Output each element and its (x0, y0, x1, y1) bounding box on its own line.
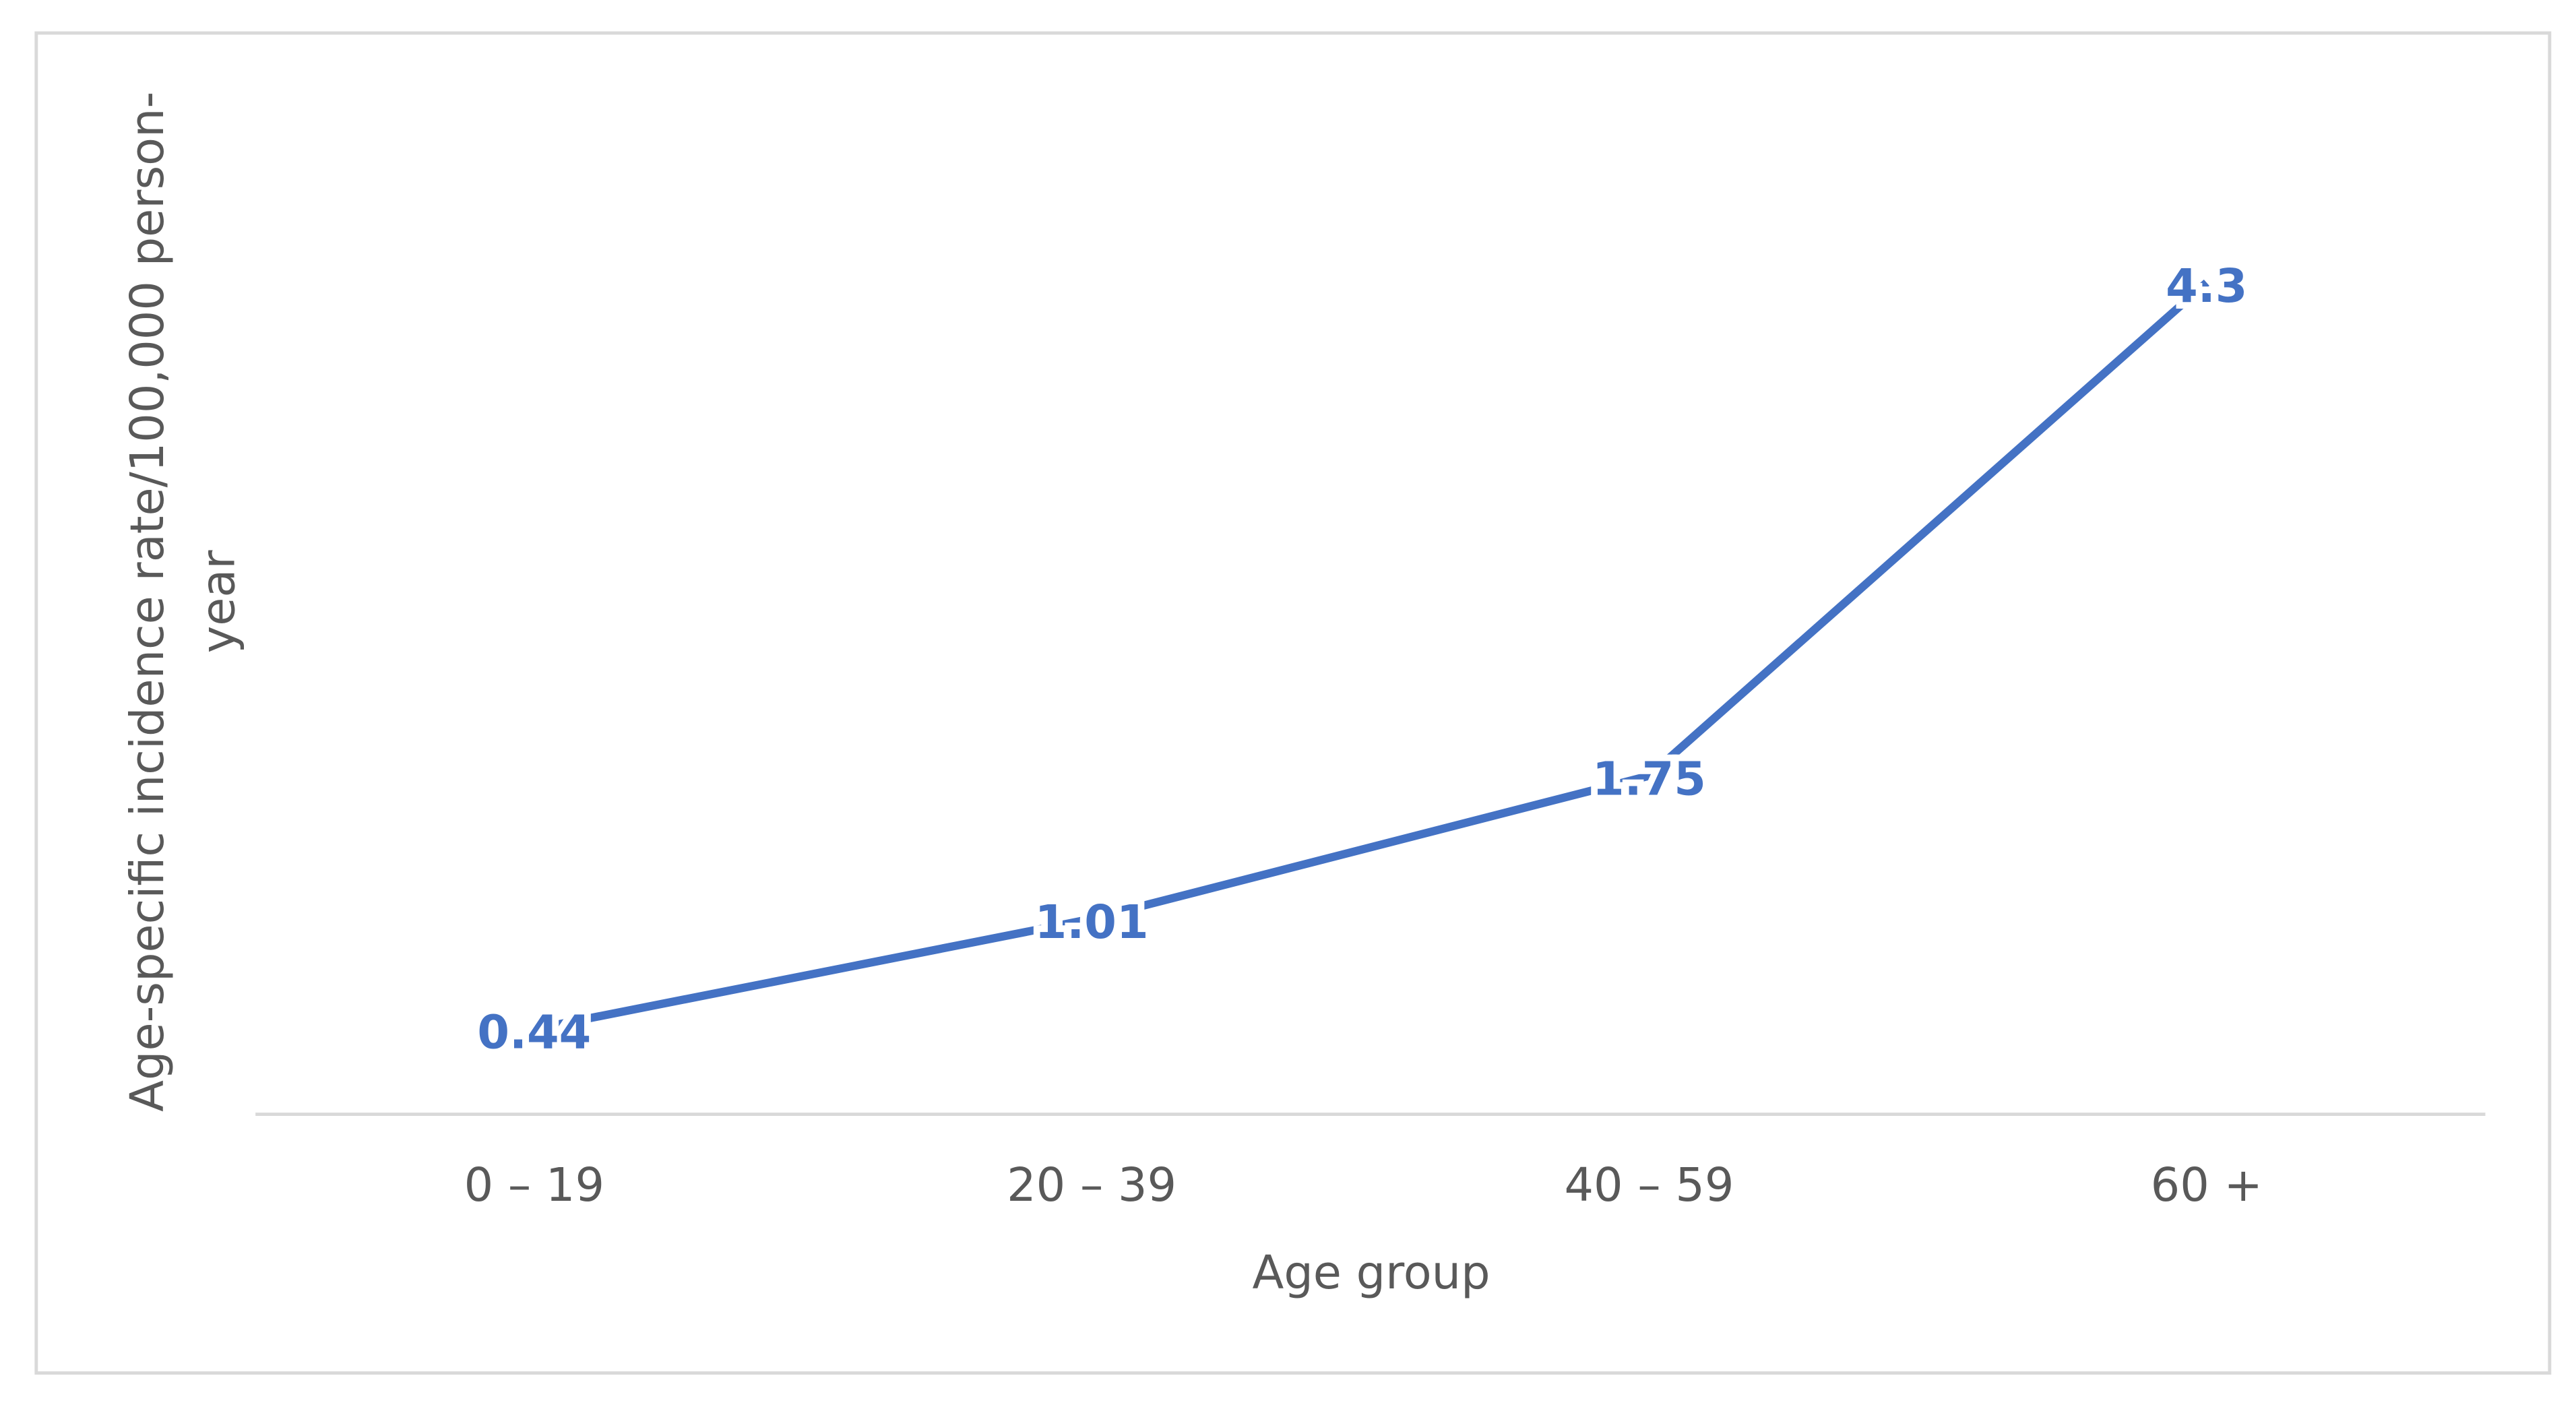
data-label: 0.44 (477, 1006, 591, 1060)
x-tick-label: 40 – 59 (1564, 1158, 1734, 1212)
x-tick-label: 60 + (2151, 1158, 2263, 1212)
data-label: 1.01 (1035, 896, 1149, 949)
x-tick-label: 20 – 39 (1007, 1158, 1176, 1212)
x-axis-title: Age group (1252, 1246, 1490, 1300)
y-axis-title-box: Age-specific incidence rate/100,000 pers… (120, 91, 246, 1112)
data-label: 4.3 (2166, 259, 2247, 313)
line (533, 279, 2209, 1034)
data-label: 1.75 (1592, 753, 1706, 807)
y-axis-title: Age-specific incidence rate/100,000 pers… (120, 91, 246, 1112)
y-axis-title-group: Age-specific incidence rate/100,000 pers… (120, 91, 246, 1112)
x-tick-label: 0 – 19 (464, 1158, 604, 1212)
chart-border (34, 31, 2552, 1375)
